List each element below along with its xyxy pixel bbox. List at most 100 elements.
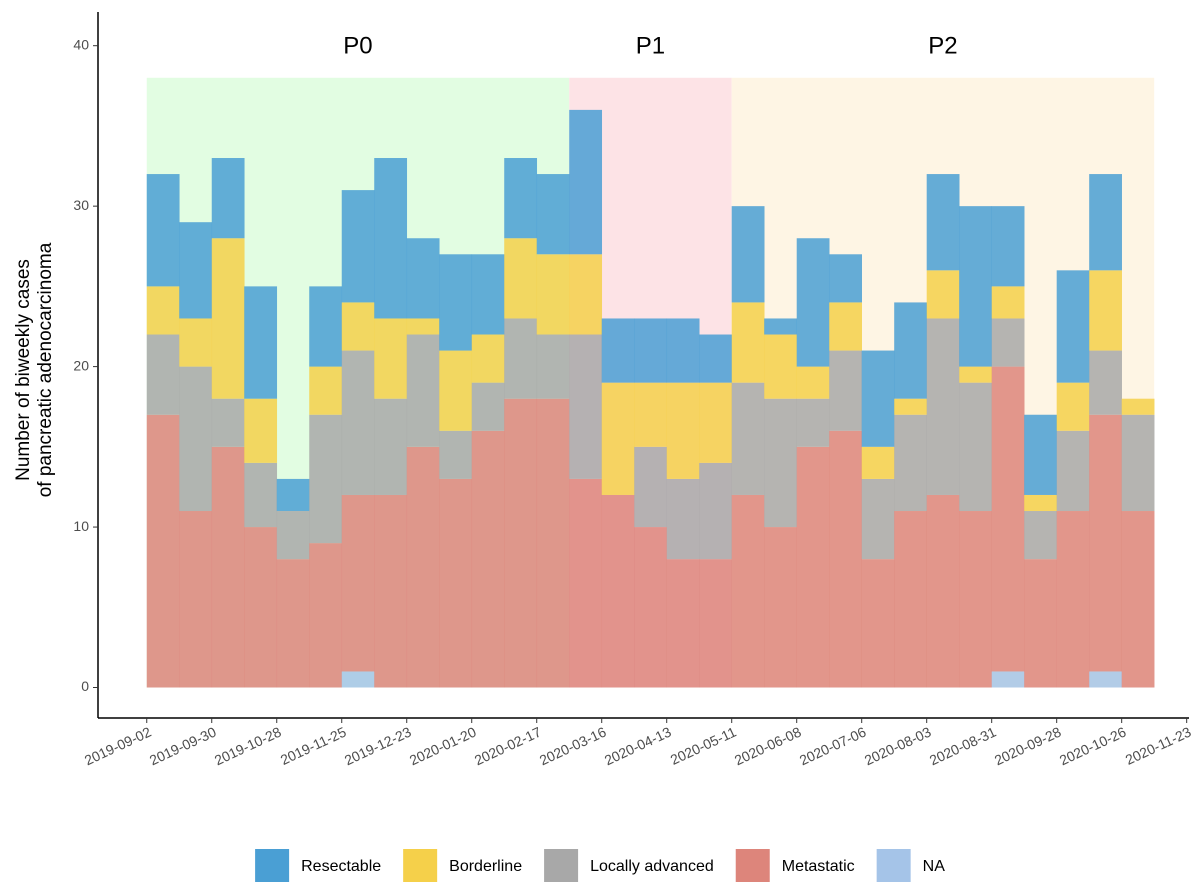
bar-segment (244, 398, 278, 463)
bar-segment (894, 398, 927, 415)
bar-segment (699, 334, 733, 383)
bar-segment (341, 671, 375, 688)
bar-segment (179, 222, 213, 319)
bar-segment (504, 238, 538, 319)
bar-segment (764, 527, 798, 688)
bar-segment (244, 527, 278, 688)
bar-segment (666, 318, 700, 383)
bar-segment (634, 446, 668, 528)
bar-segment (179, 511, 213, 688)
bar-segment (146, 286, 180, 335)
bar-segment (406, 334, 440, 447)
bar-segment (471, 430, 505, 688)
bar-segment (536, 174, 570, 255)
bar-segment (536, 334, 570, 399)
bar-segment (796, 238, 830, 367)
bar-segment (926, 270, 960, 319)
x-tick-label: 2020-04-13 (602, 723, 674, 768)
bar-segment (406, 318, 440, 335)
bar-segment (601, 318, 635, 383)
x-tick-label: 2020-08-03 (862, 723, 934, 768)
bar-segment (959, 206, 992, 367)
bar-segment (1024, 494, 1057, 512)
bar-segment (374, 494, 408, 688)
bar-segment (341, 494, 375, 672)
bar-segment (276, 559, 310, 688)
x-tick-label: 2019-11-25 (278, 723, 349, 767)
bar-segment (764, 318, 798, 335)
bar-segment (1024, 511, 1057, 560)
bar-segment (829, 302, 862, 351)
bar-segment (764, 398, 798, 528)
bar-segment (471, 334, 505, 383)
bar-segment (179, 318, 213, 367)
x-tick-label: 2019-12-23 (342, 723, 414, 768)
y-axis-title: of pancreatic adenocarcinoma (35, 242, 56, 497)
bar-segment (1056, 382, 1090, 431)
bar-segment (731, 302, 765, 383)
bar-segment (341, 302, 375, 351)
bar-segment (504, 398, 538, 688)
bar-segment (861, 559, 895, 688)
bar-segment (374, 398, 408, 495)
bar-segment (894, 511, 927, 688)
bar-segment (211, 238, 245, 399)
legend-swatch (876, 849, 911, 882)
y-axis-title: Number of biweekly cases (13, 259, 34, 481)
bar-segment (439, 254, 473, 351)
bar-segment (1121, 398, 1155, 415)
bar-segment (406, 446, 440, 688)
bar-segment (991, 318, 1025, 367)
x-tick-label: 2020-01-20 (407, 723, 479, 768)
bar-segment (991, 366, 1025, 672)
bar-segment (894, 414, 927, 512)
x-tick-label: 2020-08-31 (927, 723, 999, 768)
x-tick-label: 2020-11-23 (1123, 723, 1194, 767)
bar-segment (634, 318, 668, 383)
legend-label: NA (923, 858, 946, 875)
bar-segment (341, 350, 375, 495)
bar-segment (1089, 671, 1122, 688)
bar-segment (211, 398, 245, 447)
bar-segment (471, 254, 505, 335)
bar-segment (959, 382, 992, 512)
bar-segment (1056, 430, 1090, 512)
legend-label: Borderline (449, 858, 522, 875)
period-label: P2 (928, 32, 957, 59)
bar-segment (666, 478, 700, 560)
legend-swatch (544, 849, 579, 882)
bar-segment (569, 109, 603, 255)
bar-segment (471, 382, 505, 431)
legend-label: Resectable (301, 858, 381, 875)
x-tick-label: 2019-09-02 (82, 723, 154, 768)
bar-segment (796, 366, 830, 399)
bar-segment (731, 382, 765, 495)
bar-segment (309, 414, 343, 544)
bar-segment (666, 559, 700, 688)
bar-segment (829, 350, 862, 431)
bar-segment (536, 398, 570, 688)
x-tick-label: 2020-07-06 (797, 723, 869, 768)
bar-segment (926, 318, 960, 495)
bar-segment (569, 254, 603, 335)
bar-segment (861, 478, 895, 560)
bar-segment (959, 511, 992, 688)
x-tick-label: 2020-03-16 (537, 723, 609, 768)
period-label: P0 (343, 32, 372, 59)
x-tick-label: 2020-05-11 (668, 723, 739, 767)
period-label: P1 (636, 32, 665, 59)
bar-segment (569, 478, 603, 688)
bar-segment (341, 190, 375, 303)
x-tick-label: 2019-10-28 (212, 723, 284, 768)
bar-segment (439, 350, 473, 431)
y-tick-label: 20 (73, 357, 89, 373)
bar-segment (1089, 414, 1122, 672)
y-tick-label: 0 (81, 678, 89, 694)
bar-segment (796, 398, 830, 447)
bar-segment (959, 366, 992, 383)
bar-segment (146, 414, 180, 688)
bar-segment (211, 446, 245, 688)
bar-segment (894, 302, 927, 399)
bar-segment (374, 158, 408, 319)
